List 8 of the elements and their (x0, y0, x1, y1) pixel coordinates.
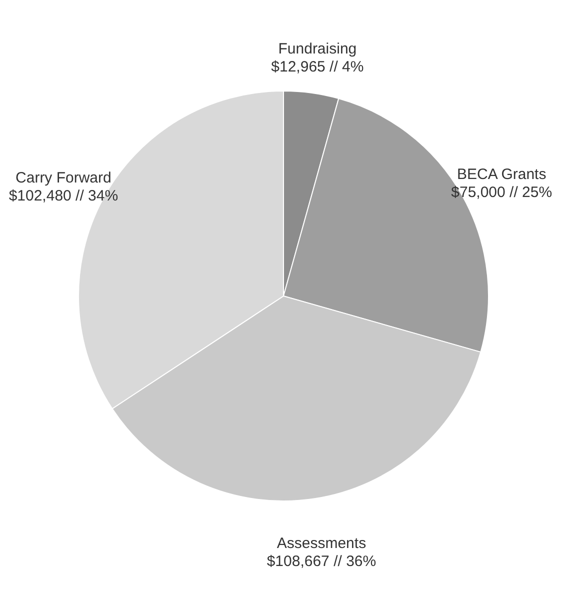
slice-label: BECA Grants (456, 166, 546, 183)
slice-label: Assessments (276, 535, 366, 552)
data-label: $102,480 // 34% (8, 187, 118, 204)
data-label: $108,667 // 36% (266, 553, 376, 570)
slice-label: Fundraising (278, 40, 357, 58)
data-label: $75,000 // 25% (451, 184, 552, 201)
data-label: $12,965 // 4% (271, 58, 364, 76)
slice-label: Carry Forward (16, 169, 112, 186)
